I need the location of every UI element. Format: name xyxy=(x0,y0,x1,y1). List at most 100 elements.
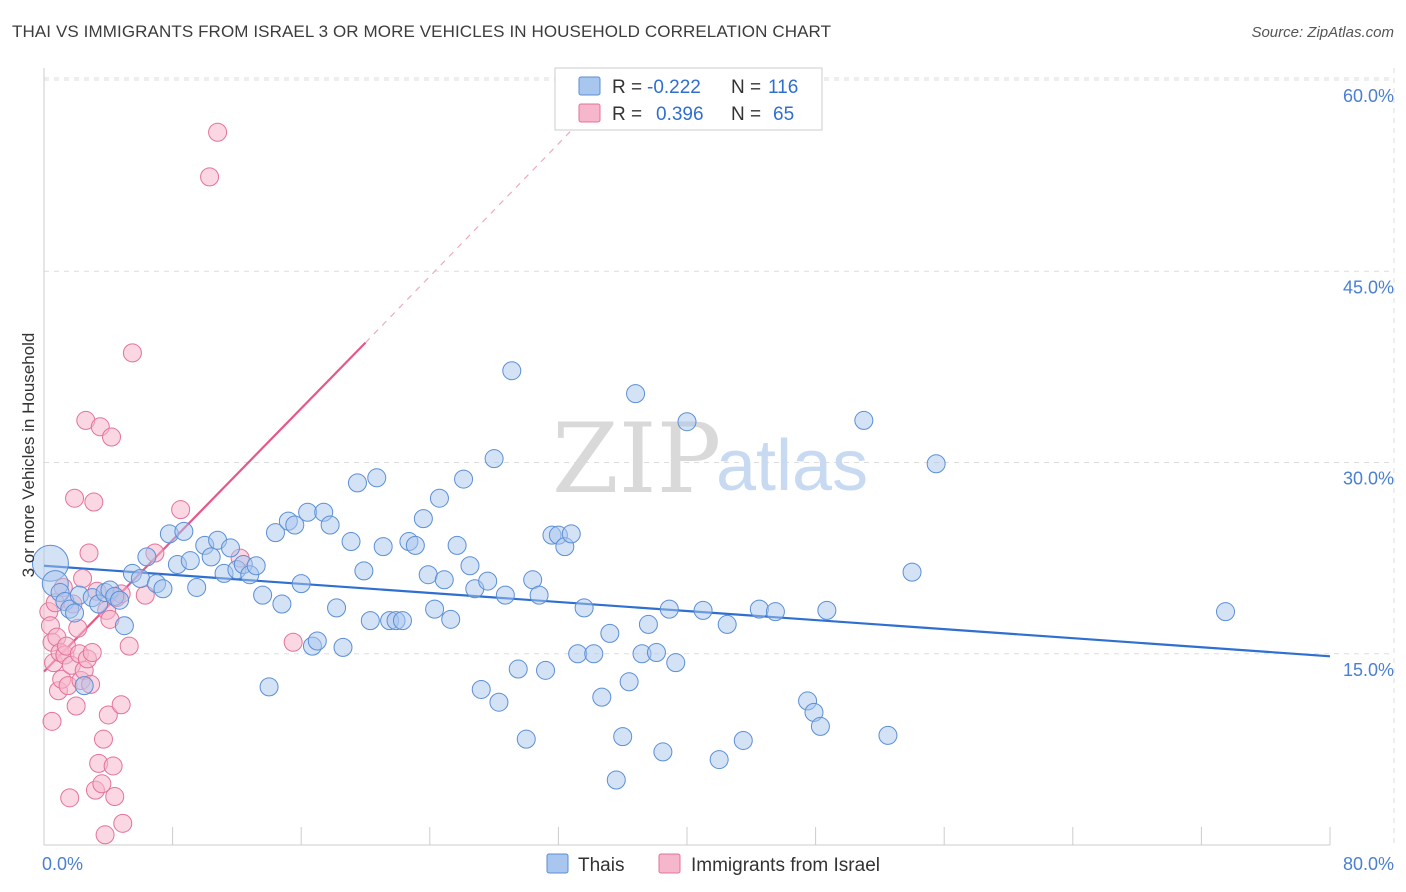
x-tick-label-max: 80.0% xyxy=(1343,854,1394,874)
israel-point xyxy=(200,167,220,187)
thais-point xyxy=(405,535,425,555)
thais-point xyxy=(600,623,620,643)
israel-point xyxy=(171,500,191,520)
thais-point xyxy=(114,616,134,636)
thais-point xyxy=(454,469,474,489)
legend-r-value-israel: 0.396 xyxy=(656,104,704,125)
thais-point xyxy=(613,727,633,747)
legend-swatch-thais xyxy=(578,76,601,96)
thais-point xyxy=(717,614,737,634)
thais-point xyxy=(413,509,433,529)
source-label: Source: ZipAtlas.com xyxy=(1251,24,1394,41)
thais-point xyxy=(341,532,361,552)
thais-point xyxy=(489,692,509,712)
thais-point xyxy=(749,599,769,619)
thais-point xyxy=(733,730,753,750)
thais-point xyxy=(441,609,461,629)
thais-point xyxy=(693,600,713,620)
thais-point xyxy=(460,556,480,576)
trend-line-israel-extension xyxy=(365,126,575,344)
legend-n-value-israel: 65 xyxy=(773,104,794,125)
israel-point xyxy=(119,636,139,656)
thais-point xyxy=(484,449,504,469)
thais-point xyxy=(307,631,327,651)
legend-n-label-israel: N = xyxy=(731,104,761,125)
thais-point xyxy=(495,585,515,605)
israel-points xyxy=(39,122,303,845)
thais-point xyxy=(584,644,604,664)
israel-point xyxy=(60,788,80,808)
israel-point xyxy=(95,825,115,845)
thais-point xyxy=(298,502,318,522)
thais-point xyxy=(74,676,94,696)
legend-r-label-israel: R = xyxy=(612,104,642,125)
trend-lines xyxy=(43,126,1331,673)
thais-point xyxy=(502,361,522,381)
thais-point xyxy=(810,716,830,736)
thais-point xyxy=(854,410,874,430)
thais-point xyxy=(320,515,340,535)
thais-point xyxy=(285,515,305,535)
thais-point xyxy=(638,614,658,634)
thais-point xyxy=(606,770,626,790)
thais-point xyxy=(130,569,150,589)
israel-point xyxy=(102,427,122,447)
israel-point xyxy=(84,492,104,512)
thais-point xyxy=(434,570,454,590)
israel-point xyxy=(105,787,125,807)
thais-point xyxy=(259,677,279,697)
trend-line-israel xyxy=(43,341,367,673)
thais-point xyxy=(367,468,387,488)
thais-point xyxy=(666,653,686,673)
watermark: ZIP atlas xyxy=(552,403,868,515)
bottom-legend-swatch-thais xyxy=(546,853,569,874)
israel-point xyxy=(92,774,112,794)
thais-point xyxy=(619,672,639,692)
thais-point xyxy=(926,454,946,474)
thais-point xyxy=(110,590,130,610)
thais-point xyxy=(327,598,347,618)
israel-point xyxy=(65,488,85,508)
thais-point xyxy=(137,547,157,567)
y-tick-label-3: 60.0% xyxy=(1343,86,1394,106)
thais-point xyxy=(418,565,438,585)
thais-point xyxy=(246,556,266,576)
y-tick-label-0: 15.0% xyxy=(1343,660,1394,680)
thais-point xyxy=(360,611,380,631)
thais-point xyxy=(347,473,367,493)
israel-point xyxy=(93,729,113,749)
y-tick-label-2: 45.0% xyxy=(1343,277,1394,297)
thais-point xyxy=(817,600,837,620)
thais-point xyxy=(425,599,445,619)
thais-point xyxy=(677,412,697,432)
israel-point xyxy=(111,695,131,715)
israel-point xyxy=(122,343,142,363)
thais-point xyxy=(201,547,221,567)
trend-line-thais xyxy=(43,564,1331,658)
thais-point xyxy=(478,571,498,591)
legend-swatch-israel xyxy=(578,103,601,123)
thais-point xyxy=(373,537,393,557)
thais-point xyxy=(878,725,898,745)
thais-point xyxy=(592,687,612,707)
israel-point xyxy=(283,632,303,652)
thais-point xyxy=(709,750,729,770)
thais-point xyxy=(653,742,673,762)
israel-point xyxy=(82,642,102,662)
thais-point xyxy=(1216,602,1236,622)
y-tick-label-1: 30.0% xyxy=(1343,469,1394,489)
legend-r-label-thais: R = xyxy=(612,77,642,98)
thais-point xyxy=(508,659,528,679)
chart-title: THAI VS IMMIGRANTS FROM ISRAEL 3 OR MORE… xyxy=(12,22,832,41)
israel-point xyxy=(73,569,93,589)
israel-point xyxy=(66,696,86,716)
israel-point xyxy=(42,711,62,731)
y-axis-label: 3 or more Vehicles in Household xyxy=(19,333,38,578)
thais-point xyxy=(174,521,194,541)
bottom-legend-label-thais: Thais xyxy=(578,855,624,876)
israel-point xyxy=(208,122,228,142)
thais-point xyxy=(272,594,292,614)
bottom-legend-swatch-israel xyxy=(658,853,681,874)
thais-point xyxy=(153,579,173,599)
